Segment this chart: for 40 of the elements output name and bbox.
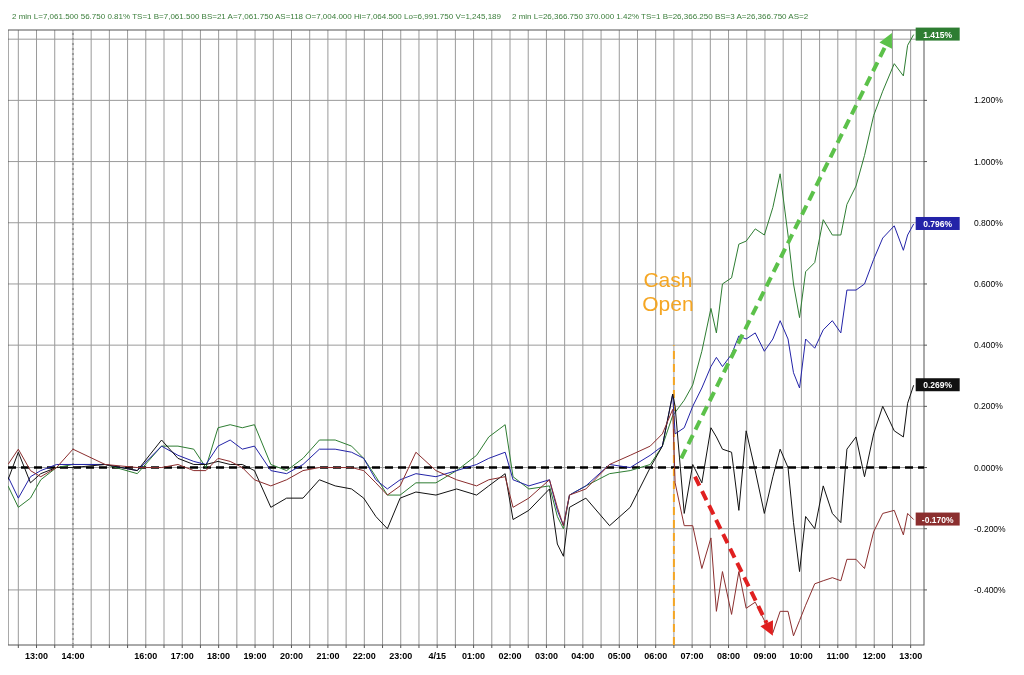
x-tick-label: 18:00 [207, 651, 231, 661]
x-tick-label: 01:00 [462, 651, 486, 661]
y-tick-label: 1.000% [974, 156, 1004, 167]
x-tick-label: 05:00 [607, 651, 631, 661]
x-tick-label: 04:00 [571, 651, 595, 661]
y-tick-label: 0.000% [974, 462, 1004, 473]
y-tick-label: -0.200% [974, 523, 1007, 534]
data-label: 0.796% [923, 218, 953, 229]
x-tick-label: 23:00 [389, 651, 413, 661]
data-label: 0.269% [923, 380, 953, 391]
x-tick-label: 14:00 [61, 651, 85, 661]
y-tick-label: 1.200% [974, 95, 1004, 106]
x-tick-label: 13:00 [25, 651, 49, 661]
x-tick-label: 06:00 [644, 651, 668, 661]
y-tick-label: 0.600% [974, 278, 1004, 289]
y-tick-label: 0.200% [974, 401, 1004, 412]
x-tick-label: 20:00 [279, 651, 303, 661]
x-tick-label: 21:00 [316, 651, 340, 661]
x-tick-label: 19:00 [243, 651, 267, 661]
x-tick-label: 03:00 [534, 651, 558, 661]
x-tick-label: 09:00 [753, 651, 777, 661]
text: 2 min L=26,366.750 370.000 1.42% TS=1 B=26,366.250 BS=3 A=26,366.750 AS=2 [512, 12, 809, 21]
x-tick-label: 02:00 [498, 651, 522, 661]
y-tick-label: 0.800% [974, 217, 1004, 228]
y-tick-label: 0.400% [974, 340, 1004, 351]
data-label: -0.170% [921, 514, 954, 525]
x-tick-label: 08:00 [717, 651, 741, 661]
x-tick-label: 13:00 [899, 651, 923, 661]
data-label: 1.415% [923, 29, 953, 40]
x-tick-label: 22:00 [352, 651, 376, 661]
x-tick-label: 11:00 [826, 651, 850, 661]
x-tick-label: 10:00 [789, 651, 813, 661]
x-tick-label: 4/15 [428, 651, 446, 661]
y-tick-label: -0.400% [974, 584, 1007, 595]
ref-line-label: Cash Open [642, 268, 694, 316]
x-tick-label: 07:00 [680, 651, 704, 661]
x-tick-label: 12:00 [862, 651, 886, 661]
x-tick-label: 17:00 [170, 651, 194, 661]
text: 2 min L=7,061.500 56.750 0.81% TS=1 B=7,061.500 BS=21 A=7,061.750 AS=118 O=7,004.000 Hi=7,064.500 Lo=6,991.750 V=1,245,189 [12, 12, 502, 21]
x-tick-label: 16:00 [134, 651, 158, 661]
